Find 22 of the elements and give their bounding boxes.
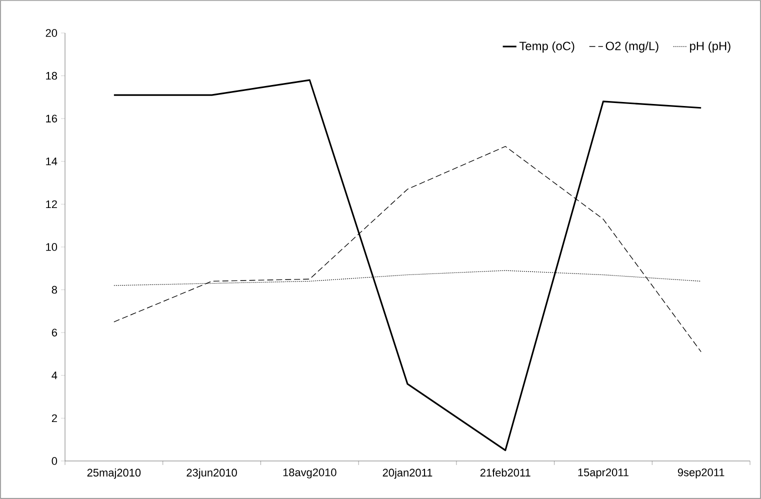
legend-label: Temp (oC) xyxy=(519,41,574,53)
y-tick-label: 4 xyxy=(52,372,58,380)
y-tick-label: 14 xyxy=(46,158,58,166)
y-tick-label: 16 xyxy=(46,114,58,122)
x-tick-label: 20jan2011 xyxy=(382,468,432,479)
y-tick-label: 8 xyxy=(52,286,58,294)
y-tick-label: 0 xyxy=(52,457,58,465)
legend-label: O2 (mg/L) xyxy=(606,41,658,53)
x-tick-label: 9sep2011 xyxy=(678,468,724,478)
y-tick-label: 6 xyxy=(52,328,58,336)
x-tick-label: 23jun2010 xyxy=(186,468,237,479)
x-tick-label: 25maj2010 xyxy=(87,468,141,479)
legend-label: pH (pH) xyxy=(690,41,730,53)
y-tick-label: 12 xyxy=(46,200,57,208)
y-tick-label: 18 xyxy=(46,72,58,80)
x-tick-label: 21feb2011 xyxy=(480,468,530,477)
y-tick-label: 2 xyxy=(52,414,57,422)
y-tick-label: 10 xyxy=(46,243,58,251)
x-tick-label: 18avg2010 xyxy=(283,468,336,478)
x-tick-label: 15apr2011 xyxy=(578,468,628,478)
y-tick-label: 20 xyxy=(46,29,58,37)
line-series xyxy=(113,79,702,452)
